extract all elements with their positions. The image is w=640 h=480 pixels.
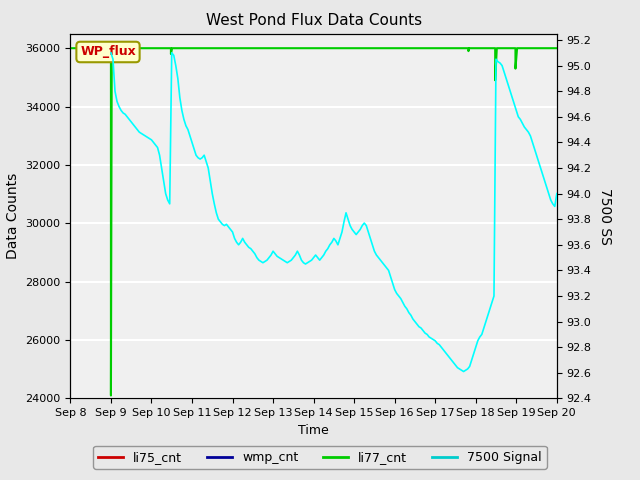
Text: WP_flux: WP_flux [80,46,136,59]
Y-axis label: Data Counts: Data Counts [6,173,20,259]
X-axis label: Time: Time [298,424,329,437]
Title: West Pond Flux Data Counts: West Pond Flux Data Counts [205,13,422,28]
Y-axis label: 7500 SS: 7500 SS [598,188,612,244]
Legend: li75_cnt, wmp_cnt, li77_cnt, 7500 Signal: li75_cnt, wmp_cnt, li77_cnt, 7500 Signal [93,446,547,469]
